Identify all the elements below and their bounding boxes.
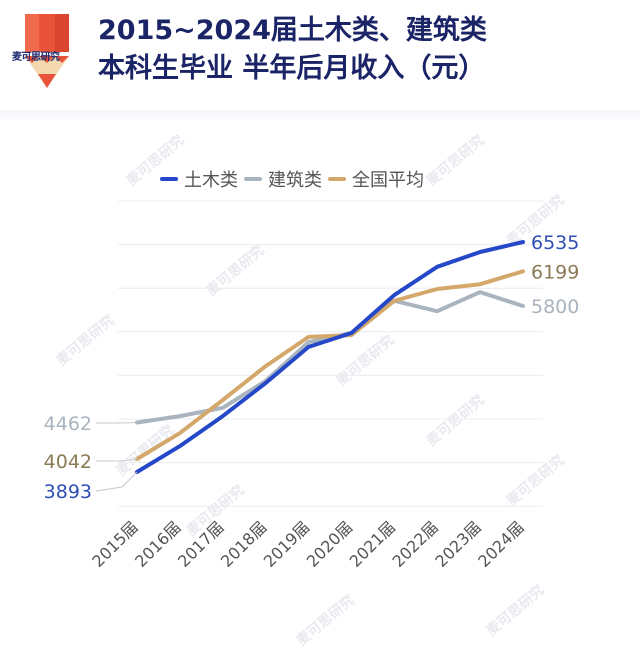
logo-brand-text: 麦可思研究	[12, 52, 60, 63]
start-value-label: 3893	[44, 481, 92, 503]
x-axis-tick-label: 2024届	[474, 517, 528, 571]
legend-item-civil[interactable]: 土木类	[160, 166, 238, 192]
legend-item-national-average[interactable]: 全国平均	[328, 166, 424, 192]
legend-label: 土木类	[184, 170, 238, 191]
legend-swatch-civil-icon	[160, 177, 178, 181]
series-line	[135, 240, 525, 474]
end-value-label: 5800	[531, 296, 579, 318]
x-axis-tick-label: 2015届	[88, 517, 142, 571]
leader-line	[96, 458, 138, 462]
end-value-label: 6535	[531, 232, 579, 254]
x-axis-tick-label: 2016届	[131, 517, 185, 571]
x-axis-tick-label: 2019届	[260, 517, 314, 571]
x-axis-tick-label: 2018届	[217, 517, 271, 571]
title-line-2: 本科生毕业 半年后月收入（元）	[98, 53, 486, 84]
header-divider	[0, 110, 640, 122]
x-axis-tick-label: 2021届	[346, 517, 400, 571]
start-value-label: 4042	[44, 451, 92, 473]
legend-item-architecture[interactable]: 建筑类	[244, 166, 322, 192]
series-line	[135, 290, 525, 425]
leader-line	[96, 421, 138, 424]
series-line	[135, 269, 525, 461]
logo: 麦可思研究	[12, 14, 72, 90]
x-axis-tick-label: 2017届	[174, 517, 228, 571]
title-line-1: 2015~2024届土木类、建筑类	[98, 15, 487, 46]
header: 麦可思研究 2015~2024届土木类、建筑类 本科生毕业 半年后月收入（元）	[0, 0, 640, 112]
legend-swatch-national-icon	[328, 177, 346, 181]
x-axis-tick-label: 2023届	[431, 517, 485, 571]
legend-label: 建筑类	[268, 170, 322, 191]
x-axis-tick-label: 2022届	[388, 517, 442, 571]
start-value-label: 4462	[44, 413, 92, 435]
chart-title: 2015~2024届土木类、建筑类 本科生毕业 半年后月收入（元）	[98, 12, 487, 88]
x-axis-tick-label: 2020届	[303, 517, 357, 571]
leader-line	[95, 471, 138, 492]
legend-label: 全国平均	[352, 170, 424, 191]
pencil-logo-icon	[25, 14, 69, 88]
chart-legend: 土木类 建筑类 全国平均	[160, 166, 430, 192]
legend-swatch-architecture-icon	[244, 177, 262, 181]
end-value-label: 6199	[531, 261, 579, 283]
